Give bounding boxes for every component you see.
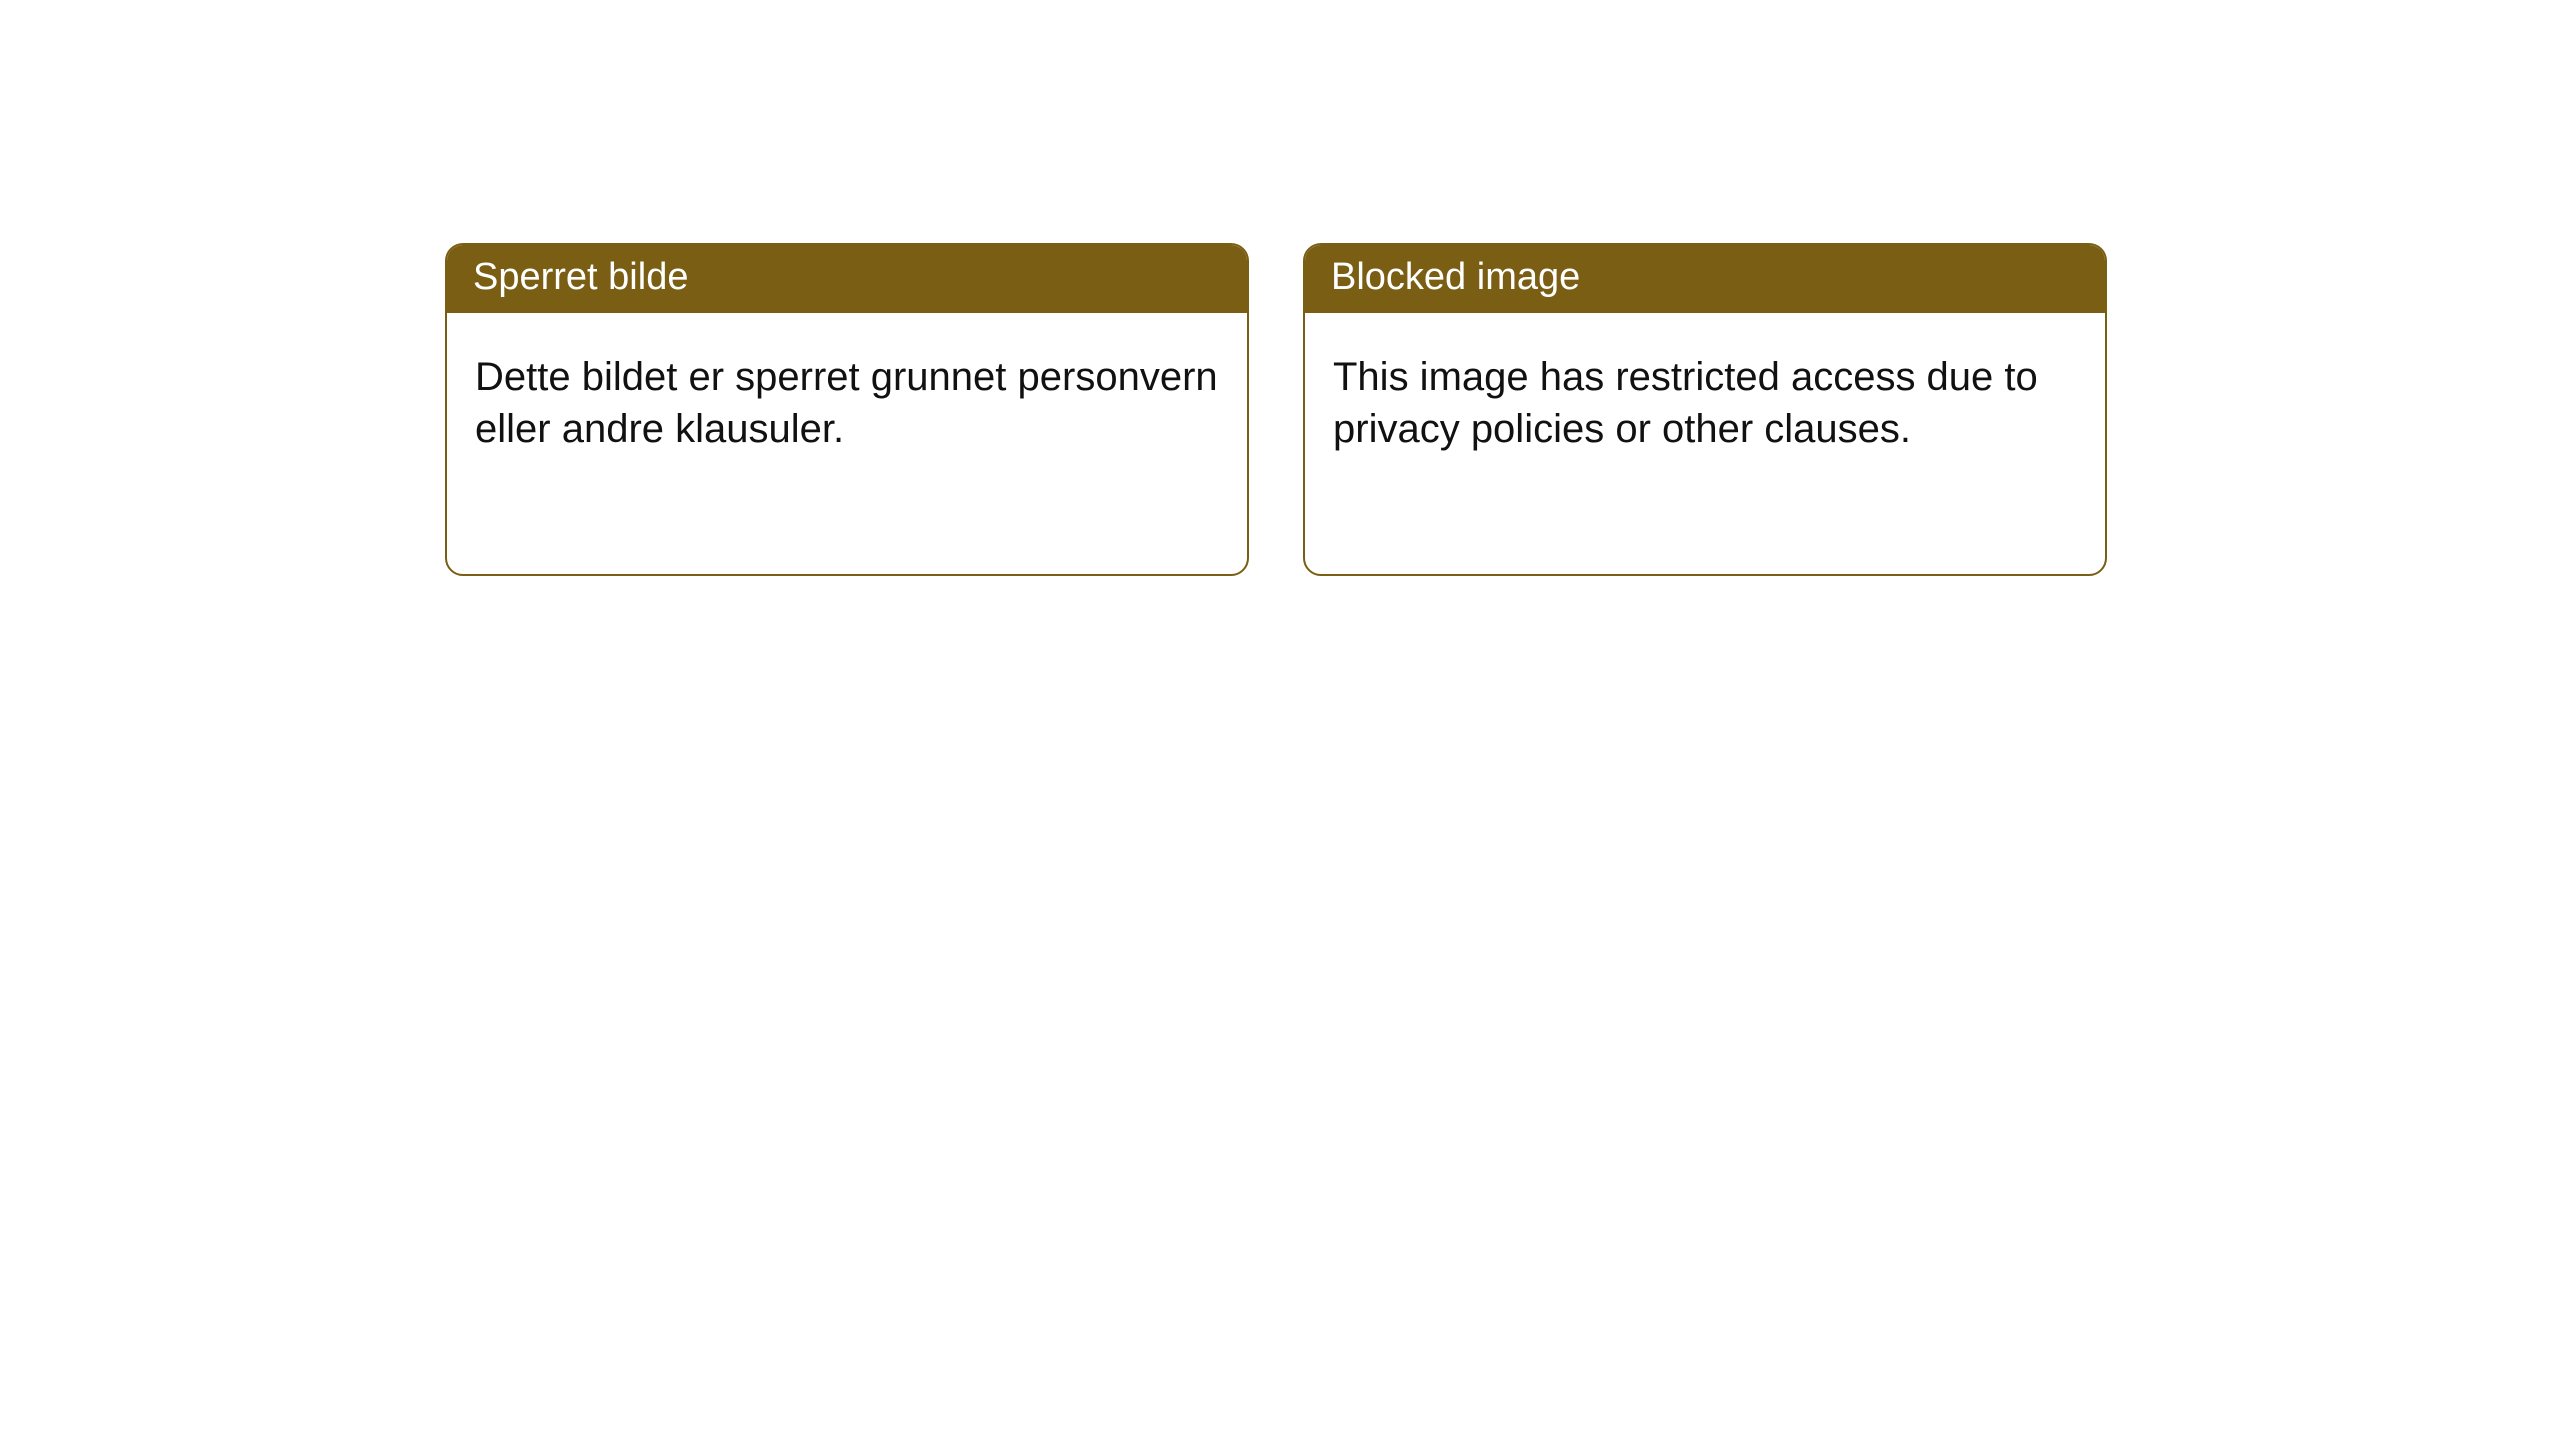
- notice-title: Sperret bilde: [447, 245, 1247, 313]
- notice-title: Blocked image: [1305, 245, 2105, 313]
- notice-card-norwegian: Sperret bilde Dette bildet er sperret gr…: [445, 243, 1249, 576]
- notice-card-english: Blocked image This image has restricted …: [1303, 243, 2107, 576]
- notice-container: Sperret bilde Dette bildet er sperret gr…: [0, 0, 2560, 576]
- notice-body: This image has restricted access due to …: [1305, 313, 2105, 483]
- notice-body: Dette bildet er sperret grunnet personve…: [447, 313, 1247, 483]
